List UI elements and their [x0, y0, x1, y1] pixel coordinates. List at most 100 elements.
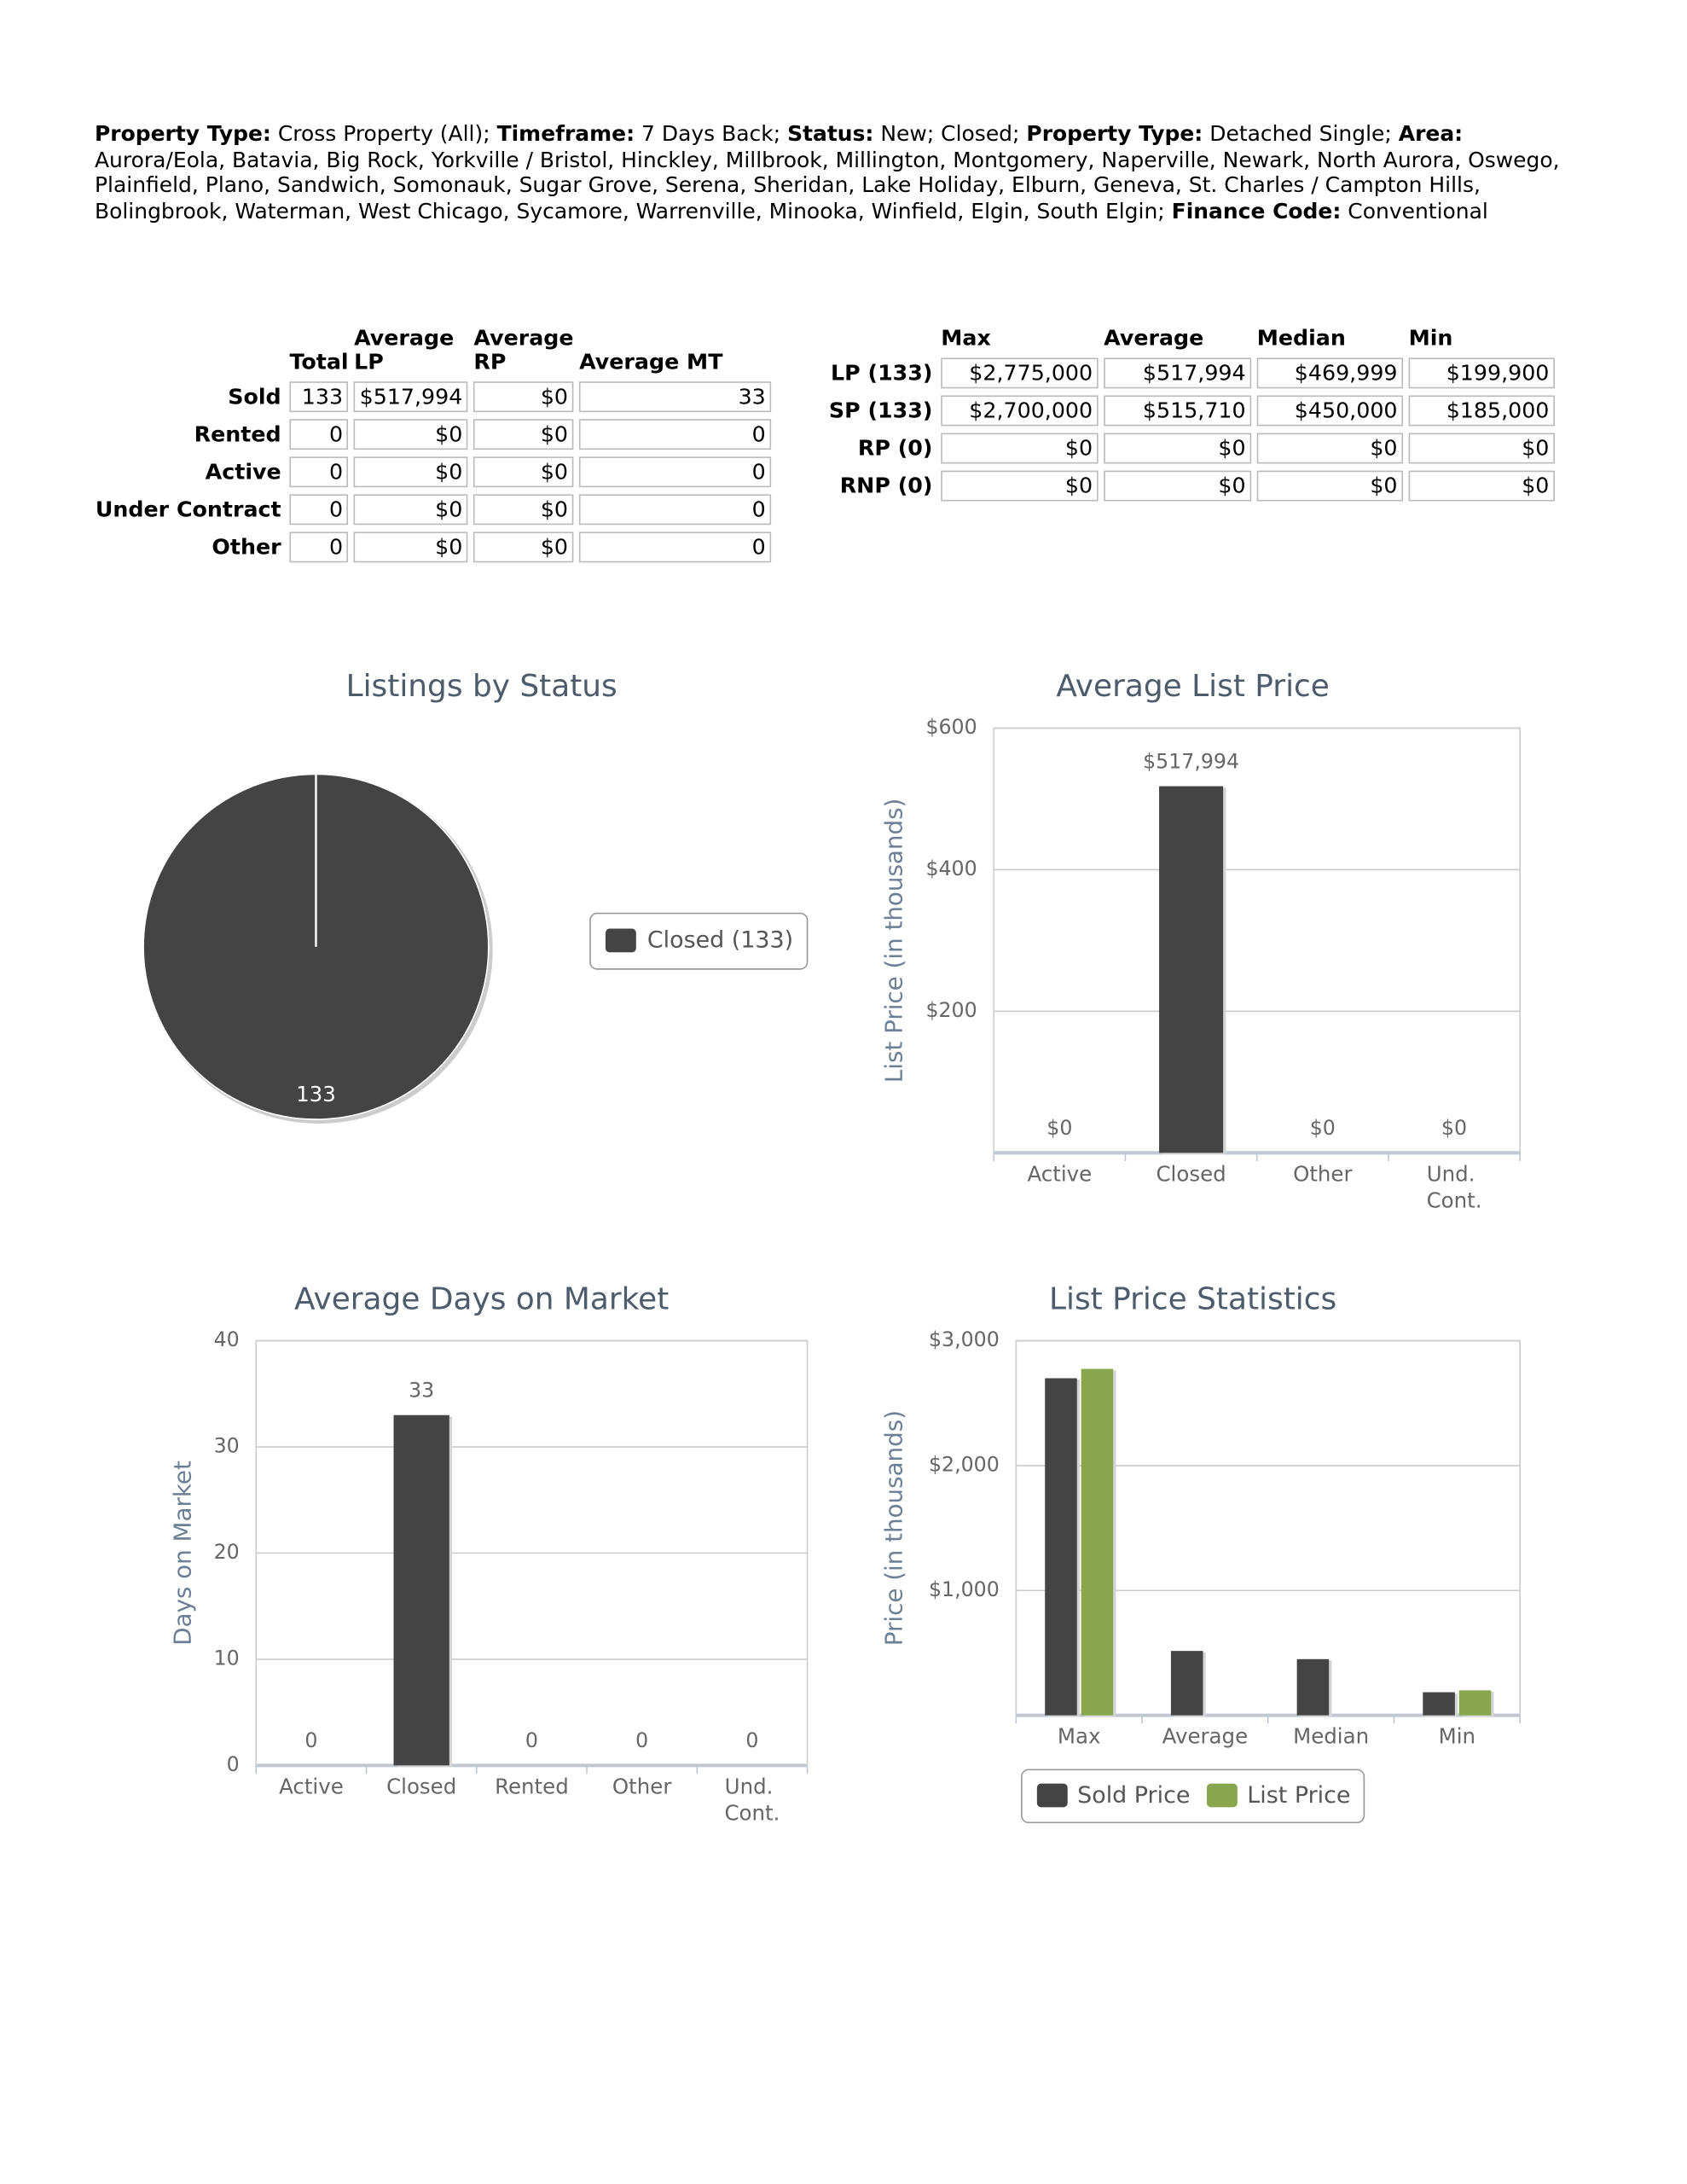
plot-frame	[993, 727, 1521, 1154]
table-cell: $0	[354, 531, 468, 563]
table-cell: $2,700,000	[941, 395, 1099, 427]
column-header: Max	[941, 325, 991, 351]
data-label: 0	[635, 1728, 648, 1752]
data-label: 0	[745, 1728, 758, 1752]
y-tick-label: $2,000	[929, 1452, 1000, 1476]
label-line: Cont.	[1427, 1188, 1482, 1212]
data-label: 33	[409, 1378, 434, 1402]
label-line: Und.	[725, 1774, 780, 1798]
x-tick-label: Other	[612, 1774, 672, 1798]
table-cell: 0	[579, 494, 772, 526]
table-cell: $0	[473, 419, 574, 450]
bar	[1423, 1692, 1455, 1716]
y-tick-label: 20	[214, 1540, 240, 1564]
table-cell: $0	[1408, 470, 1555, 502]
table-cell: $0	[473, 381, 574, 413]
x-tick-label: Closed	[386, 1774, 456, 1798]
legend-label: Closed (133)	[647, 927, 793, 954]
column-header: Average MT	[579, 349, 723, 375]
table-cell: $0	[941, 433, 1099, 464]
legend-swatch	[605, 928, 636, 953]
bar	[1296, 1658, 1330, 1716]
data-label: $0	[1310, 1116, 1336, 1140]
table-cell: $469,999	[1256, 357, 1404, 389]
bar	[393, 1414, 449, 1766]
data-label: $517,994	[1143, 749, 1239, 773]
criteria-label: Property Type:	[1026, 120, 1203, 147]
table-row: Active 0 $0 $0 0	[95, 456, 772, 488]
legend-box	[589, 912, 809, 970]
bar	[1458, 1690, 1492, 1716]
table-row: LP (133) $2,775,000 $517,994 $469,999 $199,9…	[821, 357, 1555, 389]
data-label: $0	[1046, 1116, 1072, 1140]
legend-label: Sold Price	[1077, 1782, 1190, 1809]
header-row: Total Average LP Average RP Average MT	[95, 325, 771, 375]
row-label: Sold	[228, 384, 281, 410]
table-cell: 133	[289, 381, 349, 413]
table-cell: $0	[1104, 433, 1252, 464]
report-criteria: Property Type: Cross Property (All); Tim…	[95, 121, 1591, 224]
y-axis-label: Price (in thousands)	[879, 1410, 907, 1646]
table-cell: $517,994	[1104, 357, 1252, 389]
criteria-label: Status:	[787, 120, 874, 147]
column-header: Median	[1256, 325, 1346, 351]
table-cell: $0	[354, 456, 468, 488]
data-label: 0	[525, 1728, 538, 1752]
x-tick-label: Closed	[1156, 1161, 1226, 1186]
table-cell: $0	[473, 494, 574, 526]
table-cell: $0	[1408, 433, 1555, 464]
x-tick-label: Average	[1162, 1724, 1248, 1749]
table-cell: $0	[473, 531, 574, 563]
criteria-label: Finance Code:	[1171, 199, 1342, 224]
table-cell: $185,000	[1408, 395, 1555, 427]
table-cell: $0	[473, 456, 574, 488]
chart-title: Average List Price	[1056, 669, 1330, 704]
label-line: Und.	[1427, 1161, 1482, 1186]
table-cell: $450,000	[1256, 395, 1404, 427]
criteria-label: Timeframe:	[496, 120, 635, 147]
bar	[1170, 1651, 1203, 1716]
legend-swatch	[1036, 1783, 1068, 1808]
data-label: 0	[304, 1728, 317, 1752]
table-row: RP (0) $0 $0 $0 $0	[821, 433, 1555, 464]
x-tick-label: Min	[1439, 1724, 1475, 1749]
bar	[1045, 1378, 1077, 1716]
table-cell: 0	[289, 531, 349, 563]
y-tick-label: $600	[925, 715, 977, 739]
criteria-value: Conventional	[1348, 199, 1488, 224]
row-label: RNP (0)	[839, 473, 933, 499]
data-label: 133	[296, 1082, 336, 1107]
column-header: Average LP	[354, 325, 455, 375]
table-cell: 0	[289, 494, 349, 526]
criteria-label: Area:	[1398, 120, 1464, 147]
y-tick-label: 30	[214, 1434, 240, 1458]
header-row: Max Average Median Min	[821, 325, 1555, 351]
table-cell: $0	[941, 470, 1099, 502]
row-label: Other	[212, 534, 281, 561]
y-axis-label: Days on Market	[168, 1461, 196, 1646]
data-label: $0	[1441, 1116, 1467, 1140]
y-tick-label: 40	[214, 1327, 240, 1351]
column-header: Total	[289, 349, 349, 375]
row-label: SP (133)	[828, 398, 933, 424]
table-cell: $517,994	[354, 381, 468, 413]
label-line: Cont.	[724, 1800, 780, 1825]
legend-label: List Price	[1247, 1782, 1350, 1809]
column-header: Average	[1104, 325, 1204, 351]
table-cell: $0	[1256, 470, 1404, 502]
bar	[1081, 1368, 1114, 1716]
table-row: Under Contract 0 $0 $0 0	[95, 494, 772, 526]
table-row: RNP (0) $0 $0 $0 $0	[821, 470, 1555, 502]
table-row: Other 0 $0 $0 0	[95, 531, 772, 563]
table-row: Sold 133 $517,994 $0 33	[95, 381, 772, 413]
table-cell: 33	[579, 381, 772, 413]
criteria-value: Cross Property (All);	[277, 120, 490, 147]
table-cell: $0	[1104, 470, 1252, 502]
criteria-value: 7 Days Back;	[641, 120, 781, 147]
criteria-label: Property Type:	[94, 120, 271, 147]
table-row: Rented 0 $0 $0 0	[95, 419, 772, 450]
criteria-value: New; Closed;	[880, 120, 1020, 147]
